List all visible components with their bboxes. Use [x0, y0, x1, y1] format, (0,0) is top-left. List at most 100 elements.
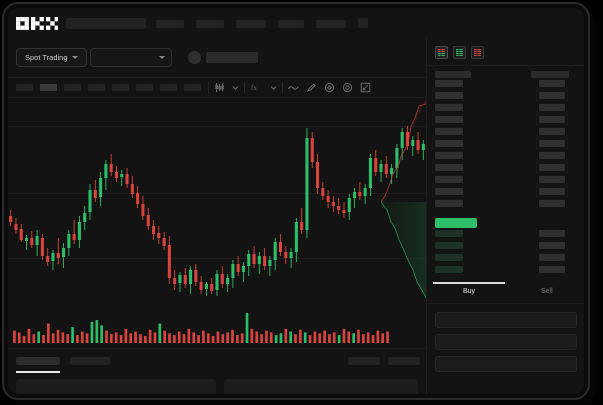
timeframe-1w[interactable] [160, 84, 177, 91]
fullscreen-icon[interactable] [360, 82, 371, 93]
bottom-tab-active-underline [16, 371, 60, 373]
line-chart-icon[interactable] [288, 82, 299, 93]
chart-toolbar: fx [8, 78, 426, 98]
draw-pencil-icon[interactable] [306, 82, 317, 93]
spot-trading-label: Spot Trading [25, 53, 68, 62]
orderbook-col-amount [531, 71, 569, 78]
bottom-action-2[interactable] [388, 357, 420, 365]
bottom-action-1[interactable] [348, 357, 380, 365]
orderbook-ask-row[interactable] [435, 188, 463, 195]
toolbar-divider-2 [244, 82, 245, 93]
nav-item-1[interactable] [156, 20, 184, 28]
orderbook-bid-row[interactable] [435, 230, 463, 237]
orders-panel [8, 348, 426, 394]
orderbook-bid-row[interactable] [435, 266, 463, 273]
timeframe-1h[interactable] [88, 84, 105, 91]
pair-select-dropdown[interactable] [90, 48, 172, 67]
orderbook-mode-both[interactable] [435, 46, 448, 59]
nav-item-5[interactable] [316, 20, 346, 28]
chart-gridline [8, 126, 426, 127]
orderbook-bid-row[interactable] [435, 254, 463, 261]
settings-icon[interactable] [342, 82, 353, 93]
orderbook-ask-row[interactable] [435, 92, 463, 99]
orderbook-mode-switcher [435, 46, 484, 59]
orderbook-ask-row-amount [539, 116, 565, 123]
orderbook-ask-row[interactable] [435, 140, 463, 147]
orderbook-bid-row-amount [539, 254, 565, 261]
brand-search-placeholder[interactable] [66, 18, 146, 29]
indicators-chevron-icon[interactable] [268, 82, 279, 93]
top-navigation-bar [8, 8, 584, 38]
depth-chart-overlay [381, 98, 426, 303]
order-form-tabs: Buy Sell [427, 282, 584, 304]
orderbook-ask-row-amount [539, 188, 565, 195]
orderbook-ask-row[interactable] [435, 176, 463, 183]
timeframe-more[interactable] [184, 84, 201, 91]
bottom-panel-right [224, 379, 418, 394]
toolbar-divider-3 [282, 82, 283, 93]
timeframe-1m[interactable] [16, 84, 33, 91]
orderbook-ask-row[interactable] [435, 104, 463, 111]
orderbook-last-price [435, 218, 477, 228]
orderbook-and-order-form: Buy Sell [426, 38, 584, 394]
orderbook-ask-row-amount [539, 200, 565, 207]
order-form-tabs-divider [427, 303, 584, 304]
orderbook-ask-row-amount [539, 164, 565, 171]
chart-type-chevron-icon[interactable] [230, 82, 241, 93]
orderbook-ask-row-amount [539, 140, 565, 147]
candlestick-series [9, 126, 425, 296]
chart-gridline [8, 258, 426, 259]
nav-item-3[interactable] [236, 20, 266, 28]
svg-text:fx: fx [251, 84, 257, 92]
order-total-field[interactable] [435, 356, 577, 372]
tab-buy[interactable]: Buy [463, 288, 476, 295]
orderbook-ask-row[interactable] [435, 128, 463, 135]
orderbook-bid-row-amount [539, 242, 565, 249]
orderbook-ask-row-amount [539, 104, 565, 111]
bottom-tab-order-history[interactable] [70, 357, 110, 365]
orderbook-bid-row-amount [539, 230, 565, 237]
orderbook-bid-row[interactable] [435, 242, 463, 249]
volume-histogram [13, 313, 389, 343]
orderbook-ask-row[interactable] [435, 200, 463, 207]
orderbook-mode-bids[interactable] [453, 46, 466, 59]
okx-logo[interactable] [16, 17, 58, 30]
toolbar-divider-1 [208, 82, 209, 93]
chevron-down-icon [159, 56, 165, 59]
orderbook-ask-row[interactable] [435, 116, 463, 123]
candlestick-icon[interactable] [214, 82, 225, 93]
order-amount-field[interactable] [435, 334, 577, 350]
alert-icon[interactable] [324, 82, 335, 93]
orderbook-ask-row[interactable] [435, 80, 463, 87]
okx-trading-app: Spot Trading [8, 8, 584, 394]
price-chart-area[interactable] [8, 98, 426, 348]
timeframe-5m[interactable] [40, 84, 57, 91]
timeframe-15m[interactable] [64, 84, 81, 91]
order-price-field[interactable] [435, 312, 577, 328]
pair-name-placeholder[interactable] [206, 52, 258, 63]
chart-gridline [8, 193, 426, 194]
orderbook-ask-row-amount [539, 128, 565, 135]
tab-sell[interactable]: Sell [541, 288, 553, 295]
orderbook-ask-row[interactable] [435, 152, 463, 159]
nav-item-6[interactable] [358, 18, 368, 28]
orderbook-ask-row-amount [539, 80, 565, 87]
bottom-tab-open-orders[interactable] [16, 357, 60, 365]
coin-avatar [188, 51, 201, 64]
spot-trading-dropdown[interactable]: Spot Trading [16, 48, 87, 67]
orderbook-ask-row-amount [539, 176, 565, 183]
orderbook-mode-asks[interactable] [471, 46, 484, 59]
orderbook-ask-row-amount [539, 152, 565, 159]
orderbook-ask-row-amount [539, 92, 565, 99]
orderbook-header-divider [427, 65, 584, 66]
nav-item-2[interactable] [196, 20, 224, 28]
bottom-panel-left [16, 379, 216, 394]
timeframe-1d[interactable] [136, 84, 153, 91]
timeframe-4h[interactable] [112, 84, 129, 91]
nav-item-4[interactable] [278, 20, 304, 28]
orderbook-bid-row-amount [539, 266, 565, 273]
orderbook-ask-row[interactable] [435, 164, 463, 171]
chevron-down-icon [71, 56, 78, 59]
indicators-icon[interactable]: fx [250, 82, 261, 93]
